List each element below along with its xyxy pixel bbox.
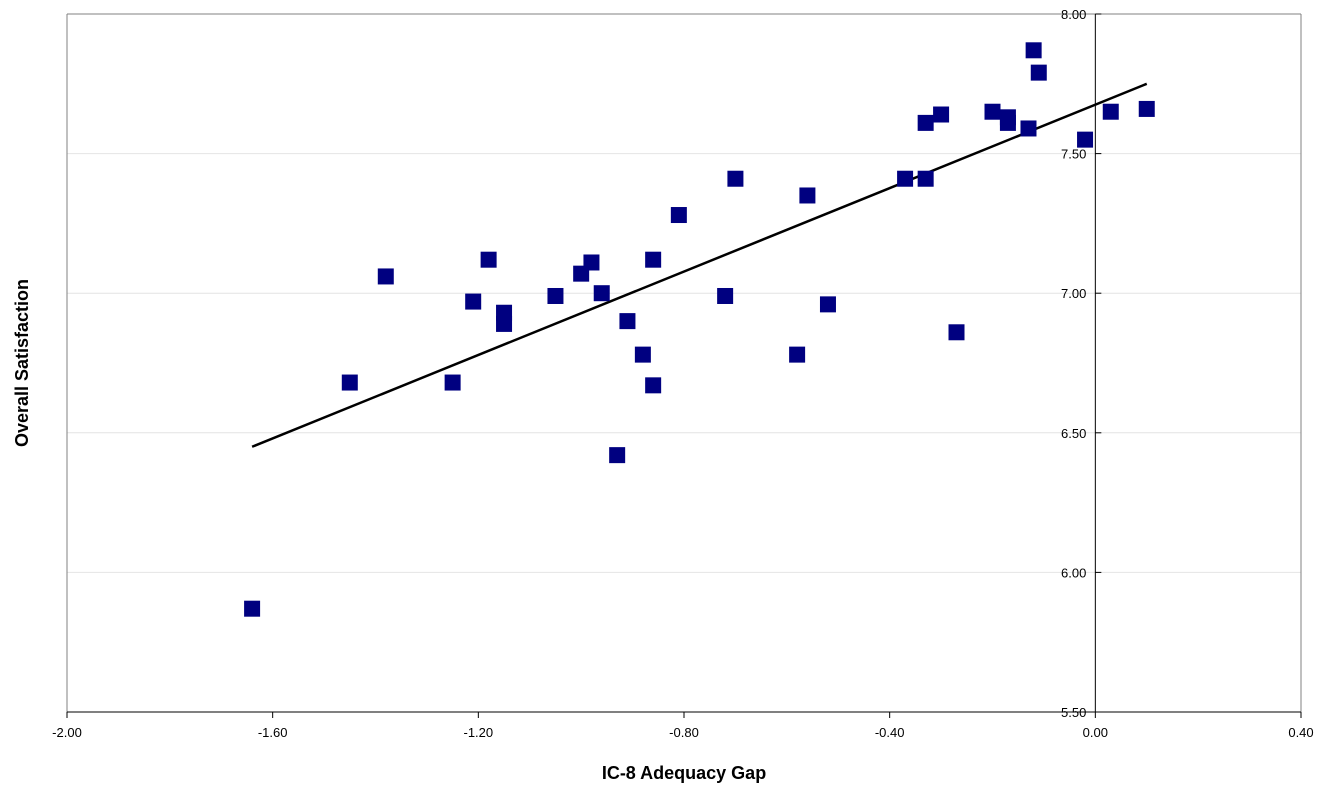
data-point (547, 287, 564, 304)
data-point (377, 268, 394, 285)
y-tick-label: 7.00 (1061, 286, 1086, 301)
y-axis-title: Overall Satisfaction (12, 279, 32, 447)
data-point (1138, 100, 1155, 117)
data-point (727, 170, 744, 187)
data-point (341, 374, 358, 391)
x-tick-label: 0.00 (1083, 725, 1108, 740)
data-point (480, 251, 497, 268)
tick-labels: -2.00 -1.60 -1.20 -0.80 -0.40 0.00 0.40 5.50 6.0… (52, 7, 1313, 740)
y-tick-label: 5.50 (1061, 705, 1086, 720)
data-point (789, 346, 806, 363)
data-point (593, 285, 610, 302)
data-point (1025, 42, 1042, 59)
data-point (819, 296, 836, 313)
data-point (933, 106, 950, 123)
data-point (1077, 131, 1094, 148)
x-tick-label: -1.20 (464, 725, 494, 740)
x-tick-label: 0.40 (1288, 725, 1313, 740)
data-point (999, 114, 1016, 131)
x-tick-label: -2.00 (52, 725, 82, 740)
data-point (670, 207, 687, 224)
data-point (645, 251, 662, 268)
y-tick-label: 7.50 (1061, 147, 1086, 162)
data-point (645, 377, 662, 394)
data-point (1020, 120, 1037, 137)
trendline (251, 82, 1148, 448)
x-tick-label: -0.40 (875, 725, 905, 740)
data-point (717, 287, 734, 304)
data-point (634, 346, 651, 363)
data-point (496, 315, 513, 332)
data-point (917, 170, 934, 187)
x-axis-title: IC-8 Adequacy Gap (602, 763, 766, 783)
x-tick-label: -0.80 (669, 725, 699, 740)
trendline-layer (251, 82, 1148, 448)
data-point (897, 170, 914, 187)
data-point (984, 103, 1001, 120)
y-tick-label: 6.00 (1061, 565, 1086, 580)
x-tick-label: -1.60 (258, 725, 288, 740)
data-point (917, 114, 934, 131)
data-point (583, 254, 600, 271)
data-point (799, 187, 816, 204)
data-point (1030, 64, 1047, 81)
data-points (244, 42, 1155, 617)
data-point (1102, 103, 1119, 120)
y-tick-label: 6.50 (1061, 426, 1086, 441)
data-point (948, 324, 965, 341)
data-point (619, 313, 636, 330)
data-point (244, 600, 261, 617)
y-tick-label: 8.00 (1061, 7, 1086, 22)
data-point (465, 293, 482, 310)
data-point (609, 447, 626, 464)
axes (66, 13, 1302, 718)
data-point (444, 374, 461, 391)
